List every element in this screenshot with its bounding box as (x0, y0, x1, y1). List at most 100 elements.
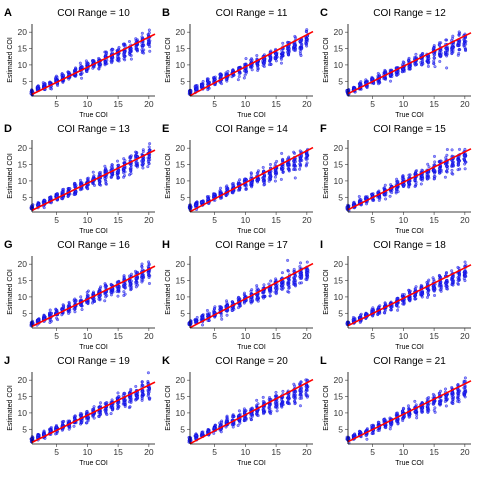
data-point (305, 38, 308, 41)
data-point (55, 317, 58, 320)
data-point (383, 311, 386, 314)
x-tick-label: 20 (460, 331, 470, 341)
data-point (305, 165, 308, 168)
data-point (68, 420, 71, 423)
x-tick-label: 10 (83, 331, 93, 341)
fit-line (190, 148, 313, 212)
data-point (148, 282, 151, 285)
data-point (141, 49, 144, 52)
data-point (117, 176, 120, 179)
x-tick-label: 15 (113, 215, 123, 225)
data-point (87, 294, 90, 297)
data-point (49, 319, 52, 322)
data-point (49, 321, 52, 324)
data-point (110, 166, 113, 169)
data-point (294, 274, 297, 277)
data-point (141, 381, 144, 384)
data-point (434, 65, 437, 68)
data-point (293, 45, 296, 48)
data-point (256, 287, 259, 290)
data-point (105, 402, 108, 405)
data-point (305, 43, 308, 46)
data-point (147, 43, 150, 46)
data-point (245, 188, 248, 191)
panel-i: I COI Range = 185 10 15 205101520True COIEst… (320, 239, 471, 351)
data-point (287, 53, 290, 56)
data-point (305, 158, 308, 161)
data-point (415, 53, 418, 56)
data-point (116, 290, 119, 293)
data-point (117, 404, 120, 407)
data-point (269, 172, 272, 175)
panel-letter: J (4, 355, 10, 367)
data-point (237, 189, 240, 192)
data-point (49, 82, 52, 85)
data-point (99, 401, 102, 404)
data-point (384, 184, 387, 187)
data-point (269, 163, 272, 166)
data-point (200, 201, 203, 204)
data-point (128, 281, 131, 284)
data-point (123, 50, 126, 53)
y-tick-label: 5 (338, 192, 343, 202)
data-point (86, 63, 89, 66)
data-point (464, 279, 467, 282)
x-tick-label: 10 (399, 99, 409, 109)
data-point (134, 151, 137, 154)
data-point (213, 307, 216, 310)
data-point (427, 279, 430, 282)
data-point (256, 64, 259, 67)
data-point (463, 154, 466, 157)
fit-line (32, 34, 155, 94)
data-point (389, 309, 392, 312)
data-point (300, 276, 303, 279)
y-tick-label: 15 (18, 44, 28, 54)
data-point (415, 183, 418, 186)
y-tick-label: 15 (176, 276, 186, 286)
data-point (202, 80, 205, 83)
y-tick-label: 20 (18, 259, 28, 269)
data-point (249, 300, 252, 303)
data-point (141, 51, 144, 54)
data-point (130, 273, 133, 276)
data-point (54, 308, 57, 311)
data-point (402, 185, 405, 188)
x-tick-label: 20 (144, 331, 154, 341)
data-point (372, 82, 375, 85)
data-point (118, 46, 121, 49)
data-point (440, 54, 443, 57)
data-point (103, 299, 106, 302)
data-point (396, 74, 399, 77)
data-point (123, 392, 126, 395)
data-point (124, 159, 127, 162)
data-point (201, 84, 204, 87)
y-axis-title: Estimated COI (323, 37, 330, 83)
data-point (275, 289, 278, 292)
x-axis-title: True COI (237, 112, 266, 119)
data-point (299, 50, 302, 53)
data-point (55, 75, 58, 78)
y-tick-label: 10 (18, 176, 28, 186)
data-point (148, 146, 151, 149)
data-point (105, 180, 108, 183)
data-point (250, 186, 253, 189)
data-point (396, 309, 399, 312)
data-point (446, 279, 449, 282)
y-tick-label: 20 (176, 259, 186, 269)
data-point (142, 159, 145, 162)
data-point (445, 39, 448, 42)
data-point (74, 185, 77, 188)
data-point (116, 171, 119, 174)
data-point (219, 197, 222, 200)
data-point (123, 401, 126, 404)
data-point (148, 156, 151, 159)
y-tick-label: 5 (338, 76, 343, 86)
data-point (238, 296, 241, 299)
data-point (50, 312, 53, 315)
y-tick-label: 15 (334, 44, 344, 54)
data-point (389, 195, 392, 198)
data-point (359, 314, 362, 317)
data-point (450, 278, 453, 281)
data-point (195, 204, 198, 207)
data-point (206, 80, 209, 83)
